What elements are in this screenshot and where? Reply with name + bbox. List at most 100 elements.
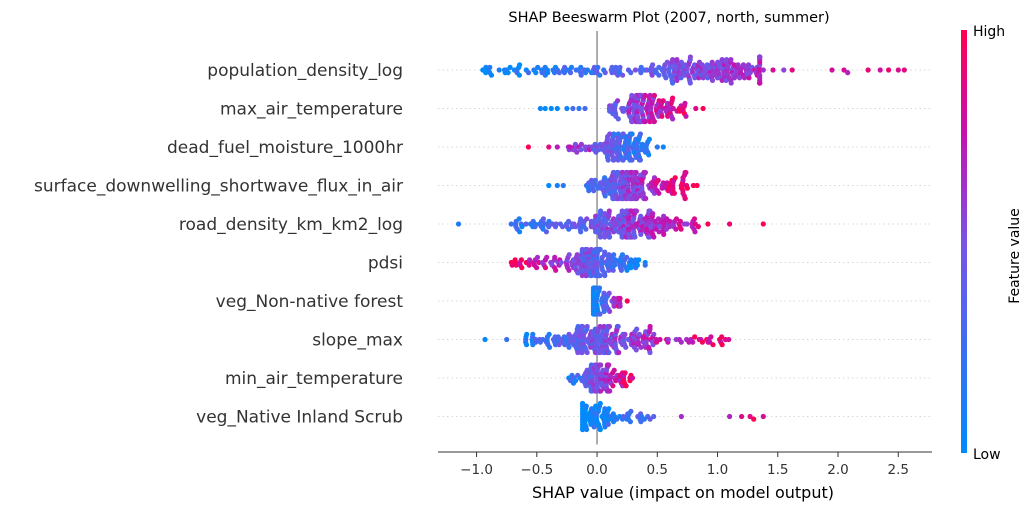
shap-point <box>573 224 579 230</box>
shap-point <box>602 211 608 217</box>
shap-point <box>488 72 495 78</box>
shap-point <box>636 331 643 337</box>
shap-point <box>629 375 636 381</box>
shap-point <box>646 136 653 142</box>
shap-point <box>728 80 734 86</box>
shap-point <box>708 334 714 340</box>
shap-point <box>578 72 584 78</box>
shap-point <box>607 308 613 314</box>
shap-point <box>632 67 639 73</box>
shap-point <box>663 75 669 81</box>
shap-point <box>670 57 676 63</box>
shap-point <box>727 413 733 420</box>
shap-point <box>670 80 676 86</box>
shap-point <box>651 92 658 99</box>
shap-point <box>554 182 560 189</box>
shap-point <box>659 113 665 119</box>
shap-point <box>687 54 694 60</box>
shap-point <box>684 221 690 227</box>
shap-point <box>727 221 733 227</box>
shap-point <box>895 67 901 73</box>
shap-point <box>660 144 666 150</box>
shap-point <box>578 141 585 147</box>
x-tick-label: −0.5 <box>520 462 553 478</box>
shap-point <box>606 362 612 368</box>
shap-point <box>683 169 689 176</box>
shap-point <box>619 252 626 258</box>
shap-point <box>886 67 892 73</box>
shap-point <box>642 169 649 176</box>
shap-point <box>597 400 603 407</box>
shap-point <box>682 100 688 106</box>
shap-point <box>567 70 574 76</box>
shap-point <box>615 98 621 104</box>
shap-point <box>637 131 644 137</box>
shap-point <box>620 131 626 137</box>
shap-point <box>507 64 513 70</box>
shap-point <box>602 249 608 255</box>
shap-point <box>533 339 539 345</box>
shap-point <box>789 67 795 73</box>
x-tick-label: 0.0 <box>586 462 607 478</box>
shap-point <box>517 229 523 235</box>
shap-point <box>649 72 655 78</box>
shap-point <box>617 295 623 301</box>
shap-point <box>542 105 548 112</box>
shap-point <box>558 259 564 266</box>
shap-point <box>508 221 514 227</box>
shap-point <box>692 75 698 81</box>
shap-point <box>642 262 648 268</box>
shap-point <box>841 67 847 73</box>
shap-point <box>580 400 586 407</box>
shap-point <box>624 254 630 260</box>
shap-point <box>601 308 607 314</box>
shap-point <box>516 216 522 222</box>
x-tick-label: 1.5 <box>767 462 788 478</box>
shap-point <box>655 177 661 183</box>
shap-point <box>552 254 558 260</box>
shap-point <box>829 67 835 73</box>
shap-point <box>602 175 608 181</box>
shap-point <box>781 67 787 73</box>
shap-point <box>578 229 584 235</box>
shap-point <box>519 265 525 271</box>
shap-point <box>693 105 699 112</box>
shap-point <box>579 323 586 330</box>
shap-point <box>546 331 552 337</box>
shap-point <box>647 416 653 422</box>
shap-point <box>576 105 582 112</box>
shap-point <box>901 67 907 73</box>
shap-point <box>694 182 700 189</box>
shap-point <box>583 403 589 409</box>
shap-point <box>651 234 657 240</box>
shap-point <box>623 383 629 389</box>
shap-point <box>533 70 539 76</box>
feature-label: min_air_temperature <box>225 369 403 389</box>
shap-point <box>845 70 851 76</box>
shap-point <box>622 370 628 376</box>
x-tick-label: 2.5 <box>888 462 909 478</box>
shap-point <box>545 70 551 76</box>
shap-point <box>636 257 642 263</box>
shap-point <box>597 272 603 279</box>
shap-point <box>629 157 635 163</box>
shap-point <box>597 234 604 240</box>
x-tick-label: −1.0 <box>460 462 493 478</box>
shap-point <box>661 231 667 237</box>
shap-point <box>665 336 671 343</box>
shap-point <box>455 221 462 227</box>
shap-point <box>695 224 702 230</box>
shap-point <box>553 221 559 227</box>
shap-point <box>632 234 638 240</box>
data-points <box>455 54 907 433</box>
shap-point <box>612 257 619 263</box>
shap-point <box>535 64 541 70</box>
shap-point <box>642 118 648 125</box>
shap-point <box>602 272 608 279</box>
shap-point <box>647 349 653 356</box>
shap-point <box>622 331 628 337</box>
shap-point <box>606 208 612 214</box>
shap-point <box>566 344 572 350</box>
shap-point <box>572 141 579 147</box>
shap-point <box>606 267 612 273</box>
